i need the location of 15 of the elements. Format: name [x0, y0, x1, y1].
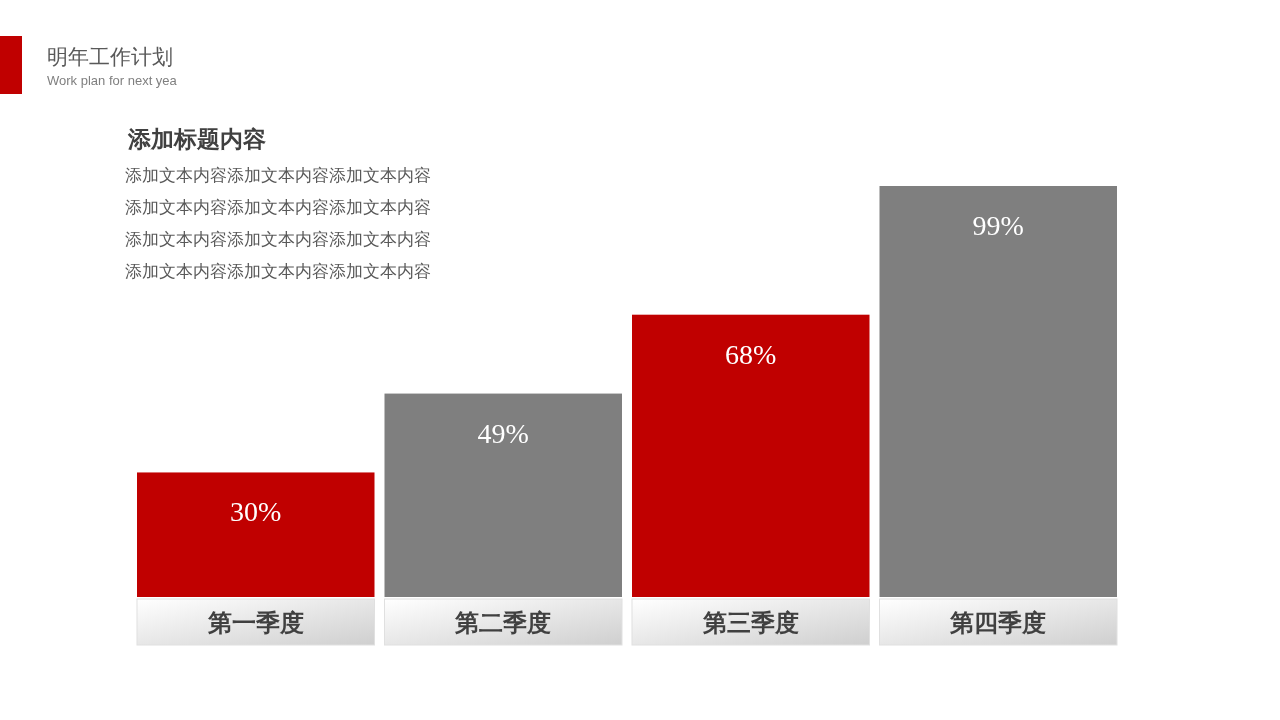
annotation: 添加文本内容添加文本内容添加文本内容: [125, 230, 431, 249]
annotation: 添加文本内容添加文本内容添加文本内容: [125, 198, 431, 217]
x-tick-label: 第四季度: [949, 609, 1047, 636]
x-tick-label: 第三季度: [701, 609, 799, 636]
text: 添加文本内容添加文本内容添加文本内容: [125, 166, 431, 185]
data-label: 49%: [477, 417, 529, 449]
data-label: 68%: [725, 338, 777, 370]
chart-title: 明年工作计划: [47, 45, 173, 68]
data-label: 99%: [972, 210, 1024, 241]
annotation: 添加文本内容添加文本内容添加文本内容: [125, 262, 431, 281]
x-tick-label: 第一季度: [206, 609, 304, 636]
x-tick-label: 第二季度: [454, 609, 552, 636]
data-label: 30%: [230, 496, 282, 528]
chart-subtitle: Work plan for next yea: [47, 73, 178, 88]
text: 添加标题内容: [127, 126, 266, 152]
